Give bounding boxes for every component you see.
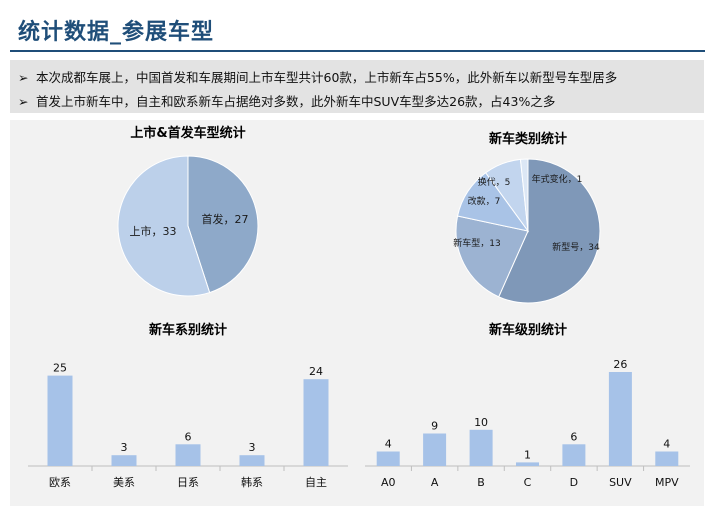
bar-category-label: 欧系 [49,476,71,489]
bar-1 [423,433,447,466]
chart-title-car-class: 新车级别统计 [489,322,567,338]
bar-value-label: 3 [121,441,128,454]
summary-bullet: ➢ 首发上市新车中，自主和欧系新车占据绝对多数，此外新车中SUV车型多达26款，占… [18,91,555,110]
chart-title-car-origin: 新车系别统计 [149,322,227,338]
bar-value-label: 6 [185,430,192,443]
chart-title-new-car-category: 新车类别统计 [489,131,567,147]
bar-category-label: 美系 [113,476,135,489]
pie-label-2: 改款，7 [468,195,501,207]
bar-category-label: SUV [609,476,632,489]
bar-category-label: C [524,476,532,489]
bar-category-label: MPV [655,476,679,489]
bar-chart-car-class: 4 A0 9 A 10 B 1 C 6 D 26 SUV 4 MPV [365,358,690,489]
pie-label-1: 上市，33 [130,224,177,238]
bar-5 [608,372,632,466]
chart-title-launch-debut: 上市&首发车型统计 [130,125,245,141]
bar-value-label: 3 [249,441,256,454]
charts-panel: 上市&首发车型统计 新车类别统计 新车系别统计 新车级别统计 首发，27 上市，3… [10,120,704,506]
bar-value-label: 10 [474,416,488,429]
bar-category-label: 自主 [305,476,327,489]
bar-4 [303,379,329,466]
title-divider [10,50,705,52]
bar-value-label: 4 [385,438,392,451]
pie-slice-1 [117,155,211,297]
pie-slice-1 [455,215,529,298]
arrow-right-icon: ➢ [18,94,29,109]
bar-value-label: 9 [431,420,438,433]
bar-1 [111,455,137,466]
pie-slice-4 [519,158,529,232]
bar-value-label: 4 [663,438,670,451]
bar-6 [655,451,679,466]
bar-2 [469,429,493,466]
pie-chart-launch-debut: 首发，27 上市，33 [117,155,259,297]
charts-canvas: 上市&首发车型统计 新车类别统计 新车系别统计 新车级别统计 首发，27 上市，3… [28,125,690,489]
pie-label-0: 新型号，34 [552,241,600,253]
arrow-right-icon: ➢ [18,70,29,85]
bar-category-label: 日系 [177,476,199,489]
pie-chart-new-car-category: 新型号，34 新车型，13 改款，7 换代，5 年式变化，1 [453,158,601,304]
pie-label-1: 新车型，13 [453,237,500,249]
bar-value-label: 25 [53,362,67,375]
bar-0 [47,375,73,466]
bar-category-label: A0 [381,476,396,489]
summary-bullet-text: 首发上市新车中，自主和欧系新车占据绝对多数，此外新车中SUV车型多达26款，占4… [36,94,556,109]
bar-category-label: B [477,476,485,489]
pie-label-3: 换代，5 [478,176,511,188]
pie-label-4: 年式变化，1 [532,173,583,185]
bar-category-label: D [570,476,578,489]
bar-3 [516,462,539,466]
pie-slice-0 [187,155,259,294]
bar-3 [239,455,265,466]
bar-2 [175,444,201,466]
bar-category-label: A [431,476,439,489]
summary-box: ➢ 本次成都车展上，中国首发和车展期间上市车型共计60款，上市新车占55%，此外新… [10,60,704,113]
bar-value-label: 24 [309,365,323,378]
summary-bullet-text: 本次成都车展上，中国首发和车展期间上市车型共计60款，上市新车占55%，此外新车… [36,70,618,85]
summary-bullet: ➢ 本次成都车展上，中国首发和车展期间上市车型共计60款，上市新车占55%，此外新… [18,67,617,86]
bar-value-label: 1 [524,448,531,461]
page-title: 统计数据_参展车型 [18,20,215,45]
bar-chart-car-origin: 25 欧系 3 美系 6 日系 3 韩系 24 自主 [28,362,348,489]
bar-value-label: 26 [613,358,627,371]
pie-slice-0 [498,158,601,304]
bar-category-label: 韩系 [241,475,263,489]
pie-label-0: 首发，27 [202,212,249,226]
bar-0 [376,451,400,466]
bar-value-label: 6 [570,430,577,443]
bar-4 [562,444,586,466]
